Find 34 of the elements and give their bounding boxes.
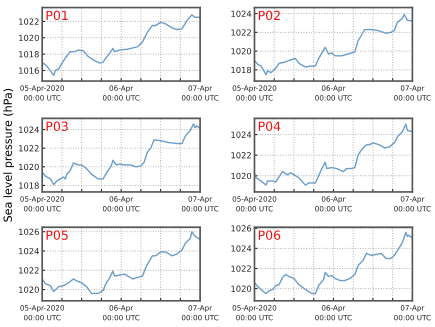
chart-title: P06 bbox=[258, 230, 280, 240]
y-tick-label: 1018 bbox=[231, 66, 252, 74]
line-series bbox=[42, 123, 200, 186]
y-tick-label: 1022 bbox=[19, 145, 39, 152]
y-tick-label: 1020 bbox=[19, 34, 39, 42]
y-tick-label: 1020 bbox=[231, 286, 252, 292]
y-tick-label: 1026 bbox=[231, 225, 252, 232]
chart-title: P04 bbox=[258, 122, 280, 131]
chart-title: P03 bbox=[46, 122, 68, 131]
chart-title: P05 bbox=[46, 230, 68, 240]
y-tick-label: 1022 bbox=[19, 267, 39, 274]
line-series bbox=[254, 232, 412, 294]
y-tick-label: 1020 bbox=[231, 48, 252, 54]
y-tick-label: 1022 bbox=[231, 265, 251, 272]
y-tick-label: 1016 bbox=[19, 67, 39, 74]
y-tick-label: 1024 bbox=[19, 248, 39, 254]
y-tick-label: 1022 bbox=[231, 29, 251, 36]
y-tick-label: 1018 bbox=[19, 182, 39, 189]
y-tick-label: 1020 bbox=[19, 286, 39, 293]
y-tick-label: 1020 bbox=[19, 164, 39, 170]
y-tick-label: 1024 bbox=[231, 245, 252, 252]
y-tick-label: 1020 bbox=[231, 172, 252, 180]
y-tick-label: 1018 bbox=[19, 51, 39, 58]
y-tick-label: 1024 bbox=[231, 132, 252, 138]
y-tick-label: 1024 bbox=[19, 126, 39, 133]
y-tick-label: 1026 bbox=[19, 228, 39, 235]
chart-title: P02 bbox=[258, 10, 280, 20]
line-series bbox=[42, 231, 200, 294]
y-tick-label: 1024 bbox=[231, 10, 252, 17]
line-series bbox=[254, 124, 412, 186]
y-axis-title: Sea level pressure (hPa) bbox=[3, 88, 14, 222]
chart-title: P01 bbox=[46, 10, 68, 20]
y-tick-label: 1022 bbox=[19, 18, 39, 25]
y-tick-label: 1022 bbox=[231, 152, 251, 158]
